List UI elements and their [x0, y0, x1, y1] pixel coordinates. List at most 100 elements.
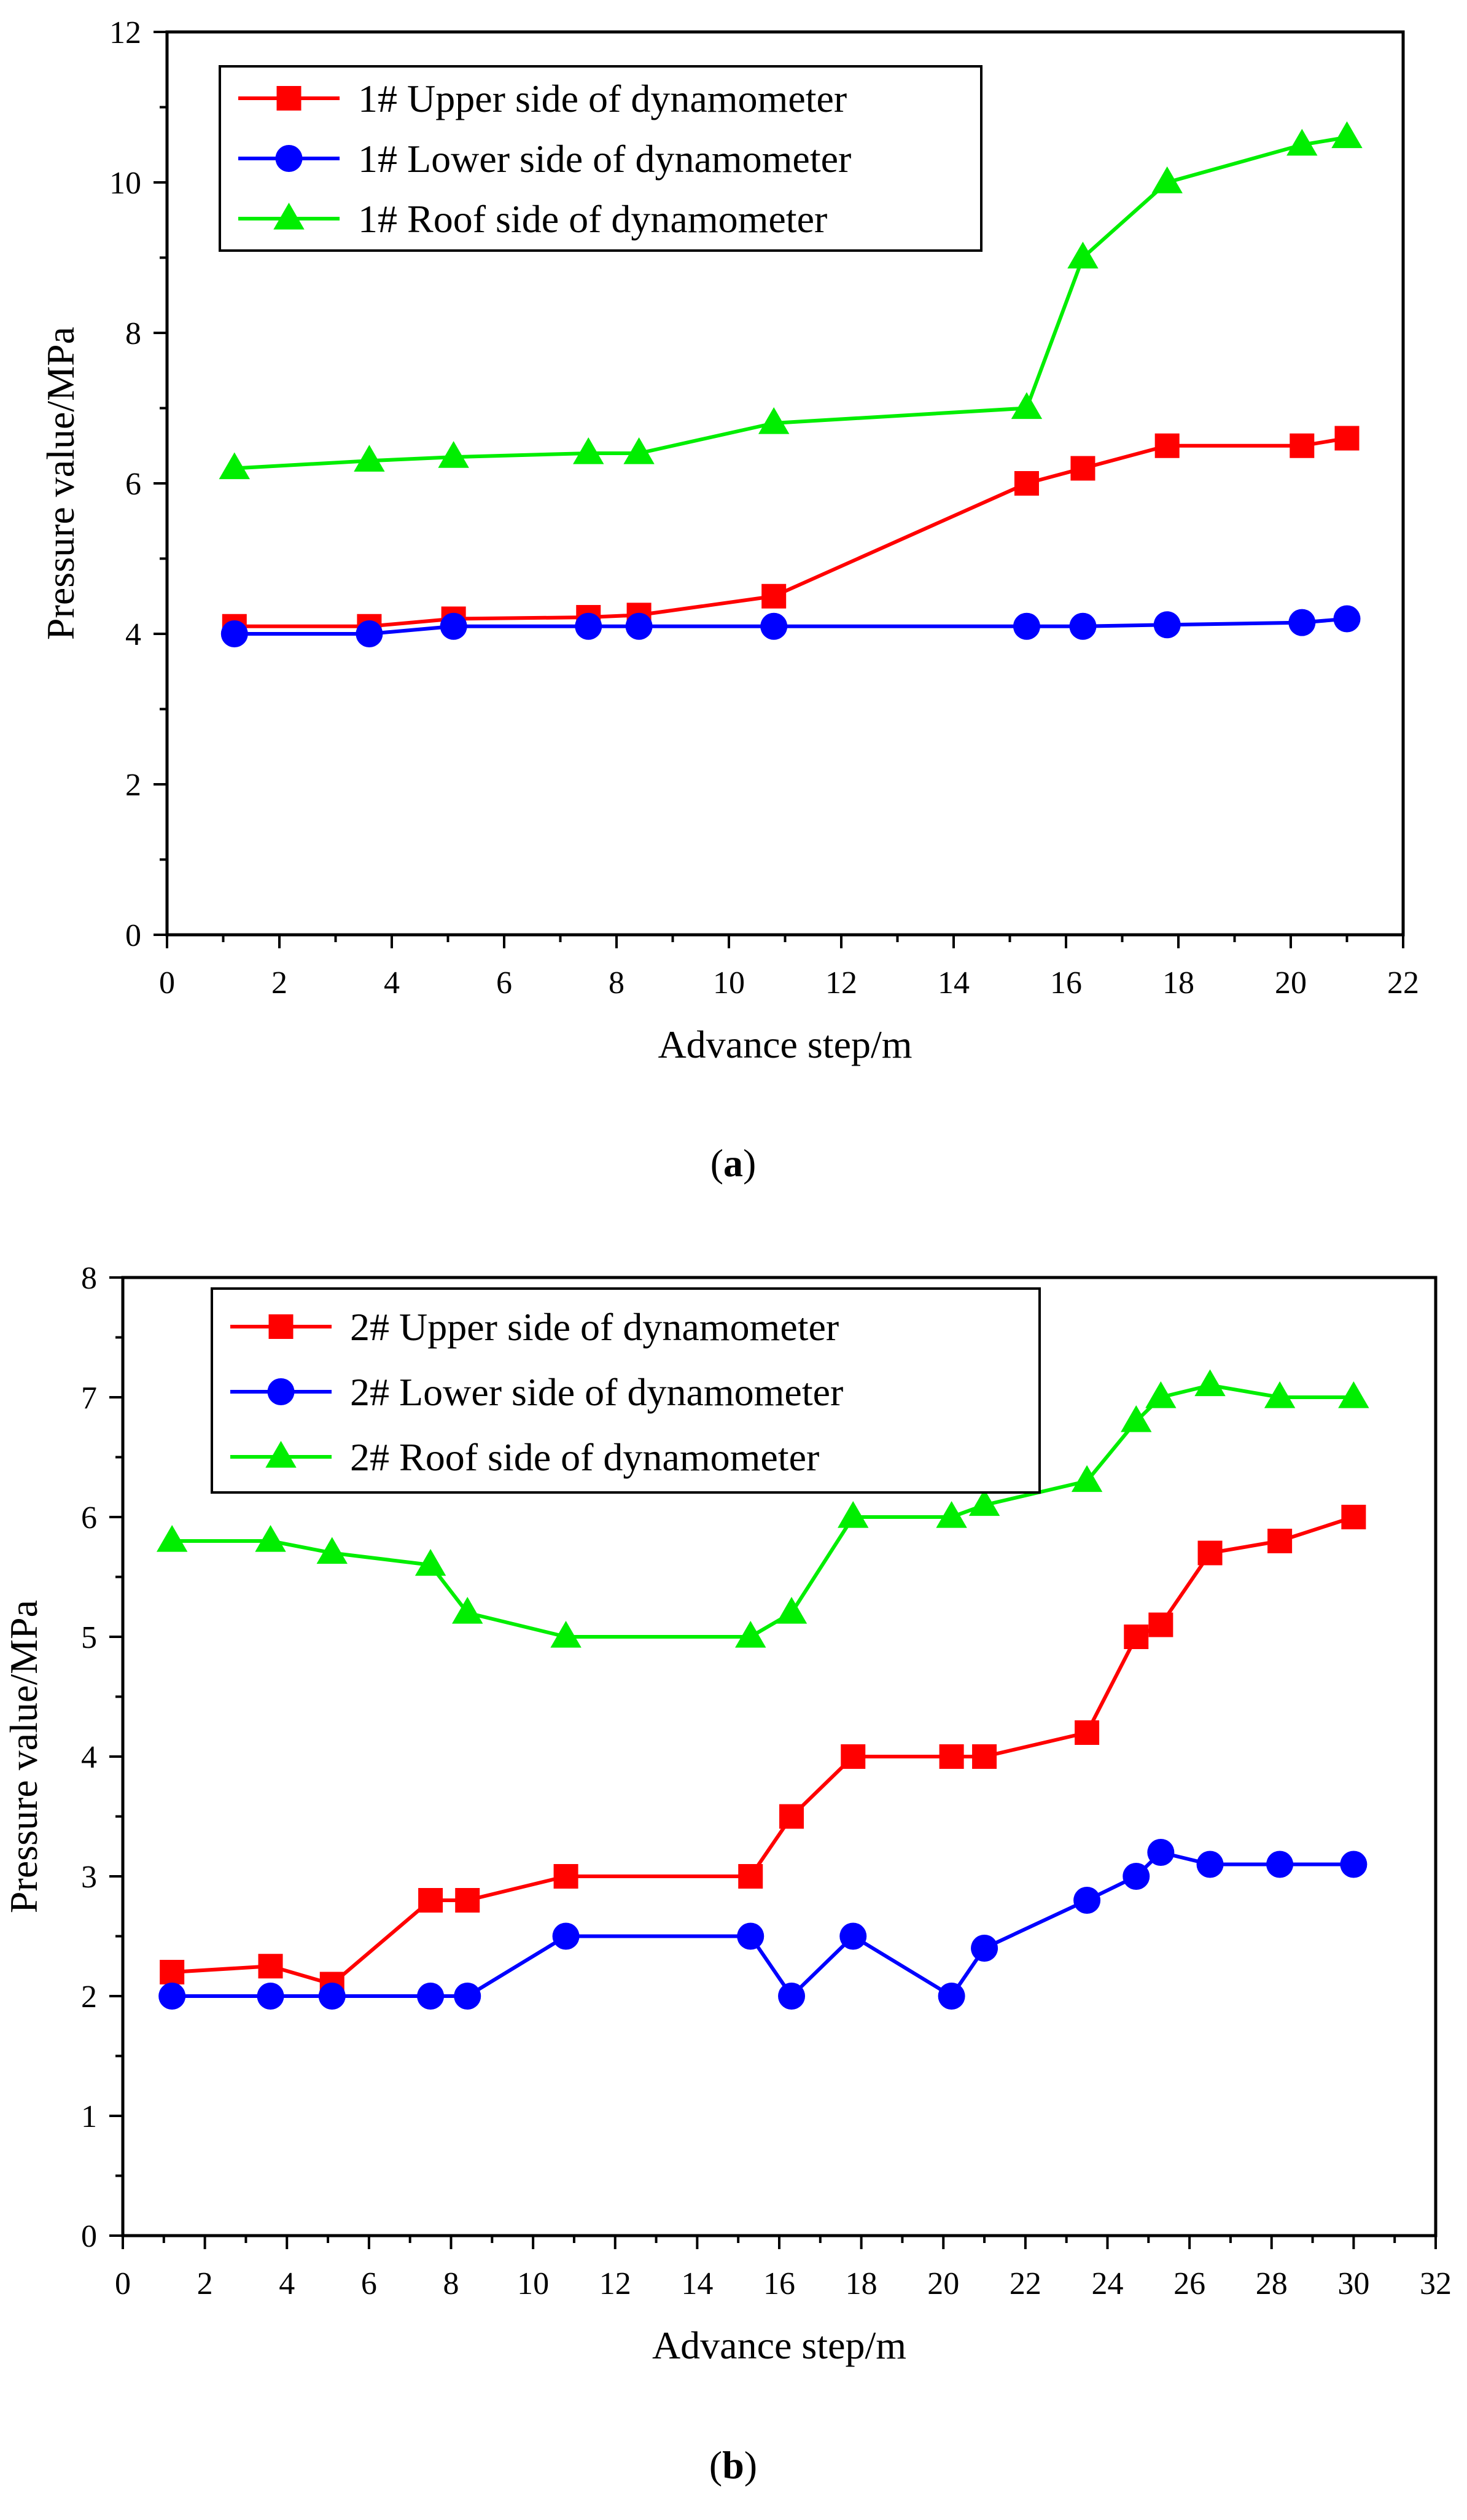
y-tick-label: 0 — [125, 918, 141, 953]
x-tick-label: 20 — [1275, 965, 1307, 1001]
y-tick-label: 4 — [125, 617, 141, 652]
data-point — [1147, 1839, 1175, 1866]
data-point — [1014, 471, 1039, 496]
x-tick-label: 6 — [361, 2266, 377, 2301]
x-tick-label: 2 — [197, 2266, 213, 2301]
legend: 1# Upper side of dynamometer 1# Lower sid… — [219, 65, 983, 252]
series-2 — [220, 605, 1361, 647]
x-tick-label: 0 — [115, 2266, 131, 2301]
y-tick-label: 1 — [81, 2099, 97, 2134]
legend-marker — [268, 1314, 294, 1339]
panel-label: (a) — [710, 1141, 757, 1185]
y-axis-title: Pressure value/MPa — [2, 1600, 45, 1913]
data-point — [1286, 128, 1318, 156]
data-point — [573, 437, 604, 464]
data-point — [938, 1983, 965, 2010]
data-point — [550, 1620, 582, 1648]
data-point — [737, 1922, 765, 1950]
x-tick-label: 26 — [1173, 2266, 1205, 2301]
data-point — [939, 1744, 964, 1769]
legend-marker — [265, 1440, 297, 1468]
legend: 2# Upper side of dynamometer 2# Lower sid… — [211, 1287, 1041, 1494]
data-point — [1333, 605, 1361, 633]
data-point — [778, 1983, 806, 2010]
data-point — [1264, 1381, 1296, 1408]
data-point — [971, 1935, 998, 1962]
data-point — [1197, 1540, 1223, 1566]
data-point — [1145, 1381, 1177, 1408]
data-point — [257, 1983, 284, 2010]
y-tick-label: 6 — [125, 467, 141, 502]
x-axis-title: Advance step/m — [652, 2323, 906, 2367]
data-point — [735, 1620, 766, 1648]
data-point — [455, 1888, 480, 1913]
x-tick-label: 30 — [1337, 2266, 1369, 2301]
x-tick-label: 10 — [713, 965, 745, 1001]
y-tick-label: 4 — [81, 1740, 97, 1775]
data-point — [1266, 1851, 1294, 1878]
x-tick-label: 4 — [384, 965, 400, 1001]
data-point — [1013, 612, 1040, 640]
data-point — [414, 1548, 446, 1576]
x-tick-label: 2 — [271, 965, 287, 1001]
x-tick-label: 10 — [517, 2266, 549, 2301]
x-tick-label: 22 — [1387, 965, 1419, 1001]
series-2 — [158, 1839, 1368, 2010]
x-tick-label: 14 — [681, 2266, 713, 2301]
legend-label: 2# Lower side of dynamometer — [350, 1370, 843, 1414]
data-point — [158, 1983, 186, 2010]
legend-label: 2# Upper side of dynamometer — [350, 1305, 839, 1349]
data-point — [1070, 456, 1095, 481]
y-tick-label: 7 — [81, 1381, 97, 1416]
data-point — [761, 583, 787, 609]
data-point — [1334, 426, 1360, 451]
data-point — [936, 1500, 967, 1528]
data-point — [838, 1500, 869, 1528]
y-tick-label: 12 — [109, 15, 141, 50]
x-tick-label: 24 — [1092, 2266, 1124, 2301]
y-tick-label: 8 — [81, 1261, 97, 1296]
data-point — [454, 1983, 481, 2010]
data-point — [1123, 1863, 1150, 1890]
data-point — [1071, 1465, 1103, 1492]
data-point — [1340, 1851, 1368, 1878]
chart-panel-a: 0 2 4 6 8 10 12 14 16 18 20 22 0 2 4 6 8 10 12 Advance step… — [39, 15, 1419, 1185]
legend-marker — [276, 86, 302, 111]
x-tick-label: 18 — [1162, 965, 1194, 1001]
data-point — [841, 1744, 866, 1769]
data-point — [776, 1596, 807, 1624]
x-tick-label: 6 — [496, 965, 512, 1001]
data-point — [1331, 121, 1363, 149]
panel-label-letter: b — [722, 2443, 744, 2487]
x-tick-label: 8 — [443, 2266, 459, 2301]
data-point — [219, 452, 250, 480]
data-point — [255, 1524, 286, 1552]
series-line — [172, 1851, 1354, 1998]
legend-marker — [273, 202, 305, 230]
data-point — [1067, 241, 1099, 269]
x-tick-label: 22 — [1010, 2266, 1041, 2301]
data-point — [760, 612, 788, 640]
x-tick-label: 18 — [846, 2266, 877, 2301]
x-tick-label: 28 — [1256, 2266, 1288, 2301]
legend-label: 1# Roof side of dynamometer — [358, 197, 827, 241]
data-point — [1338, 1381, 1369, 1408]
data-point — [1073, 1887, 1101, 1914]
data-point — [968, 1489, 1000, 1516]
data-point — [575, 612, 602, 640]
data-point — [438, 441, 469, 468]
data-point — [1267, 1529, 1293, 1553]
x-tick-label: 12 — [825, 965, 857, 1001]
data-point — [1148, 1612, 1173, 1637]
data-point — [1124, 1625, 1149, 1649]
y-tick-label: 2 — [81, 1980, 97, 2015]
y-tick-label: 2 — [125, 768, 141, 803]
data-point — [839, 1922, 867, 1950]
data-point — [623, 437, 655, 464]
y-tick-label: 8 — [125, 316, 141, 351]
x-tick-label: 16 — [763, 2266, 795, 2301]
x-tick-label: 32 — [1420, 2266, 1452, 2301]
data-point — [738, 1864, 763, 1889]
data-point — [1121, 1405, 1152, 1432]
